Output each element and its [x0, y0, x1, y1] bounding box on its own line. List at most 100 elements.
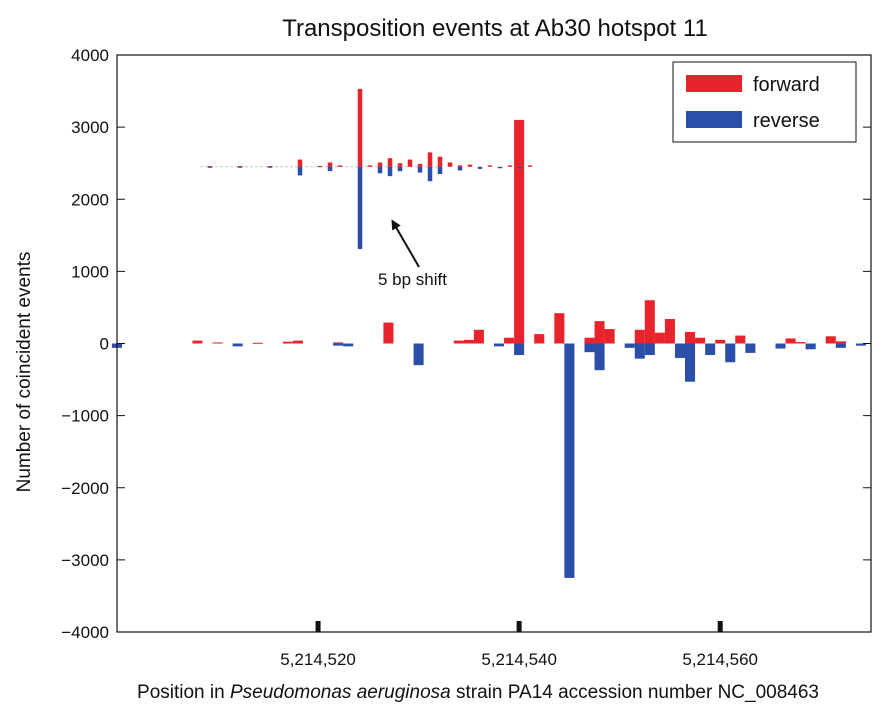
- inset-bar-forward: [387, 158, 393, 167]
- inset-bar-forward: [447, 162, 453, 167]
- x-axis-label: Position in Pseudomonas aeruginosa strai…: [137, 682, 819, 703]
- y-tick-label: 1000: [71, 262, 109, 281]
- bar-reverse: [232, 343, 243, 347]
- bar-forward: [795, 342, 806, 344]
- bar-forward: [634, 329, 645, 344]
- bar-forward: [504, 337, 515, 344]
- bar-forward: [534, 334, 545, 344]
- bar-forward: [664, 318, 675, 344]
- bar-reverse: [855, 343, 866, 346]
- bar-forward: [514, 119, 525, 344]
- bar-forward: [463, 339, 474, 344]
- bar-reverse: [514, 343, 525, 356]
- legend-label-forward: forward: [753, 74, 820, 96]
- y-tick-label: −2000: [61, 479, 109, 498]
- bar-forward: [584, 337, 595, 344]
- bar-forward: [333, 342, 344, 344]
- inset-bar-forward: [487, 165, 493, 167]
- bar-forward: [192, 340, 203, 344]
- bar-reverse: [333, 343, 344, 346]
- bar-forward: [383, 322, 394, 344]
- bar-reverse: [343, 343, 354, 347]
- inset-bar-forward: [207, 166, 213, 168]
- inset-bar-forward: [317, 166, 323, 168]
- inset-bar-reverse: [387, 166, 393, 177]
- inset-bar-forward: [267, 166, 273, 168]
- bar-reverse: [634, 343, 645, 359]
- bar-reverse: [705, 343, 716, 356]
- inset-bar-forward: [467, 164, 473, 167]
- inset-layer: [200, 88, 533, 250]
- inset-bar-forward: [397, 163, 403, 167]
- x-tick-label: 5,214,540: [481, 650, 557, 669]
- bar-reverse: [584, 343, 595, 353]
- axes-layer: 4000 3000 2000 1000 0 −1000 −2000 −3000 −4000 5,2…: [61, 46, 872, 669]
- bar-reverse: [685, 343, 696, 382]
- inset-bar-reverse: [417, 166, 423, 173]
- bar-forward: [252, 342, 263, 344]
- inset-bar-reverse: [427, 166, 433, 182]
- bar-forward: [453, 340, 464, 344]
- annotation-text: 5 bp shift: [378, 270, 447, 289]
- chart-title: Transposition events at Ab30 hotspot 11: [282, 15, 708, 42]
- bar-reverse: [413, 343, 424, 366]
- x-tick-label: 5,214,520: [280, 650, 356, 669]
- legend: forward reverse: [672, 61, 857, 143]
- inset-bar-reverse: [237, 166, 243, 168]
- y-axis-label: Number of coincident events: [14, 252, 35, 493]
- bar-forward: [212, 342, 223, 344]
- x-tick: [315, 621, 321, 632]
- bar-reverse: [745, 343, 756, 353]
- inset-bar-forward: [367, 165, 373, 167]
- inset-bar-reverse: [517, 166, 523, 169]
- inset-bar-forward: [407, 159, 413, 167]
- y-tick-label: 3000: [71, 118, 109, 137]
- bar-forward: [604, 329, 615, 344]
- inset-bar-forward: [417, 163, 423, 167]
- inset-bar-forward: [527, 165, 533, 167]
- inset-bar-reverse: [267, 166, 273, 168]
- legend-swatch-reverse: [686, 111, 742, 128]
- bar-reverse: [494, 343, 505, 347]
- x-tick: [717, 621, 723, 632]
- x-tick-label: 5,214,560: [682, 650, 758, 669]
- inset-bar-forward: [297, 159, 303, 167]
- inset-bar-reverse: [477, 166, 483, 169]
- inset-bar-forward: [507, 165, 513, 167]
- bar-forward: [735, 335, 746, 344]
- inset-bar-forward: [437, 156, 443, 167]
- y-tick-label: −1000: [61, 407, 109, 426]
- bar-forward: [695, 337, 706, 344]
- inset-bar-forward: [337, 165, 343, 167]
- inset-bar-reverse: [327, 166, 333, 172]
- bar-forward: [825, 336, 836, 344]
- inset-bar-forward: [357, 88, 363, 167]
- inset-bar-reverse: [457, 166, 463, 171]
- bar-reverse: [835, 343, 846, 348]
- bar-reverse: [674, 343, 686, 358]
- bar-reverse: [725, 343, 736, 363]
- bar-forward: [835, 341, 846, 344]
- y-tick-label: −4000: [61, 623, 109, 642]
- legend-label-reverse: reverse: [753, 110, 820, 132]
- inset-bar-forward: [377, 162, 383, 167]
- bar-reverse: [775, 343, 786, 349]
- inset-bar-reverse: [397, 166, 403, 172]
- bar-forward: [644, 300, 655, 344]
- inset-bar-reverse: [297, 166, 303, 176]
- inset-bar-reverse: [357, 166, 363, 250]
- bar-reverse: [644, 343, 655, 356]
- bar-forward: [282, 341, 293, 344]
- inset-bar-reverse: [497, 166, 503, 169]
- y-tick-label: −3000: [61, 551, 109, 570]
- y-tick-label: 2000: [71, 190, 109, 209]
- bar-forward: [654, 332, 665, 344]
- bars-layer: [111, 119, 866, 578]
- inset-bar-reverse: [437, 166, 443, 174]
- y-tick-label: 4000: [71, 46, 109, 65]
- inset-bar-forward: [327, 162, 333, 167]
- inset-bar-forward: [237, 166, 243, 168]
- bar-forward: [785, 338, 796, 344]
